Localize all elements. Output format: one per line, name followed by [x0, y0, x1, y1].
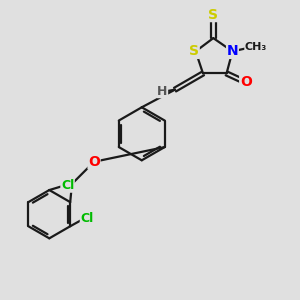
- Text: O: O: [240, 75, 252, 89]
- Text: O: O: [88, 155, 100, 169]
- Text: S: S: [189, 44, 199, 58]
- Text: H: H: [157, 85, 168, 98]
- Text: S: S: [208, 8, 218, 22]
- Text: Cl: Cl: [61, 179, 74, 192]
- Text: Cl: Cl: [80, 212, 94, 225]
- Text: CH₃: CH₃: [245, 42, 267, 52]
- Text: N: N: [226, 44, 238, 58]
